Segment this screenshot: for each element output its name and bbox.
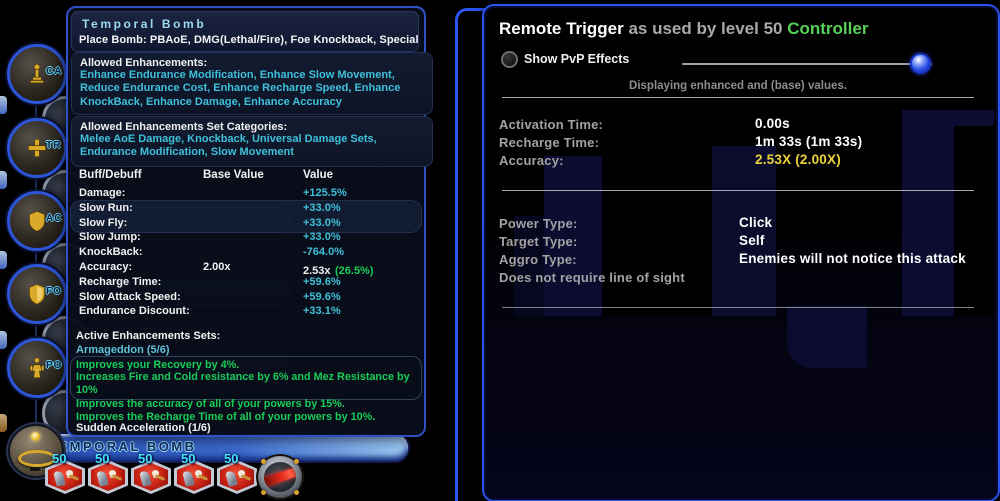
enhancement-level-slider-track[interactable]	[682, 63, 932, 65]
power-label-abbr: PO	[46, 360, 63, 371]
stat-value: 0.00s	[755, 116, 790, 131]
attr-value: Enemies will not notice this attack	[739, 251, 966, 266]
skyline-building	[712, 146, 776, 316]
attr-value: Self	[739, 233, 765, 248]
tooltip-subtitle: Place Bomb: PBAoE, DMG(Lethal/Fire), Foe…	[79, 34, 419, 46]
table-row: Damage: +125.5%	[79, 187, 347, 199]
title-suffix: as used by level 50	[628, 19, 783, 38]
enhancement-level-slider-knob[interactable]	[910, 53, 931, 74]
attr-label: Target Type:	[499, 234, 578, 249]
sudden-acceleration-glyph	[264, 465, 296, 488]
set-bonus: Improves the Recharge Time of all of you…	[76, 411, 376, 423]
col-header: Buff/Debuff	[79, 169, 142, 181]
skyline-building	[787, 306, 867, 368]
force-field-generator-icon[interactable]	[7, 264, 67, 324]
background-window-fragment	[0, 96, 7, 114]
power-tooltip: Temporal Bomb Place Bomb: PBAoE, DMG(Let…	[66, 6, 433, 437]
slot-level-badge: 50	[181, 451, 196, 466]
attr-value: Click	[739, 215, 773, 230]
attr-label: Power Type:	[499, 216, 578, 231]
selected-power-label: TEMPORAL BOMB	[48, 439, 197, 454]
col-header: Value	[303, 169, 334, 181]
stat-label: Activation Time:	[499, 117, 604, 132]
table-row: Slow Run: +33.0%	[79, 202, 341, 214]
stat-label: Recharge Time:	[499, 135, 600, 150]
power-tree-connector	[35, 60, 37, 455]
stat-label: Accuracy:	[499, 153, 564, 168]
stat-value: 1m 33s (1m 33s)	[755, 134, 863, 149]
power-label-abbr: TR	[46, 140, 62, 151]
divider-line	[502, 190, 974, 191]
divider-line	[502, 97, 974, 98]
attr-label: Aggro Type:	[499, 252, 577, 267]
set-bonus: Improves the accuracy of all of your pow…	[76, 398, 345, 410]
display-note: Displaying enhanced and (base) values.	[629, 80, 847, 92]
slot-level-badge: 50	[138, 451, 153, 466]
skyline-building	[544, 156, 604, 316]
set-categories-list: Melee AoE Damage, Knockback, Universal D…	[80, 133, 377, 159]
table-row: Slow Jump: +33.0%	[79, 231, 341, 243]
set-categories-label: Allowed Enhancements Set Categories:	[80, 121, 288, 133]
table-row: Slow Attack Speed: +59.6%	[79, 291, 341, 303]
allowed-enhancements-box: Allowed Enhancements: Enhance Endurance …	[71, 52, 433, 115]
background-window-fragment	[0, 331, 7, 349]
set-categories-box: Allowed Enhancements Set Categories: Mel…	[71, 116, 433, 167]
set-bonus: Improves your Recovery by 4%.	[76, 359, 240, 371]
table-row: KnockBack: -764.0%	[79, 246, 344, 258]
skyline-building	[514, 216, 548, 316]
skyline-building	[954, 126, 994, 316]
stat-value-accuracy: 2.53X (2.00X)	[755, 152, 841, 167]
set-bonus: Increases Fire and Cold resistance by 6%…	[76, 371, 410, 396]
table-row: Accuracy: 2.00x 2.53x (26.5%)	[79, 261, 374, 277]
background-window-fragment	[0, 251, 7, 269]
tooltip-title: Temporal Bomb	[82, 17, 207, 31]
bomb-base-glyph	[30, 467, 40, 471]
power-label-abbr: CA	[46, 66, 63, 77]
power-name: Remote Trigger	[499, 19, 624, 38]
power-info-panel: Remote Trigger as used by level 50 Contr…	[482, 4, 1000, 501]
allowed-enhancements-list: Enhance Endurance Modification, Enhance …	[80, 69, 401, 108]
poison-trap-icon[interactable]	[7, 338, 67, 398]
table-row: Slow Fly: +33.0%	[79, 217, 341, 229]
slot-level-badge: 50	[52, 451, 67, 466]
table-row-highlight	[70, 200, 422, 233]
tooltip-header: Temporal Bomb Place Bomb: PBAoE, DMG(Let…	[71, 11, 419, 52]
allowed-enhancements-label: Allowed Enhancements:	[80, 57, 208, 69]
active-sets-label: Active Enhancements Sets:	[76, 330, 221, 342]
divider-line	[502, 307, 974, 308]
background-window-fragment	[0, 414, 7, 432]
background-window-fragment	[0, 171, 7, 189]
show-pvp-radio[interactable]	[501, 51, 518, 68]
enhancement-slot-6[interactable]	[258, 456, 302, 498]
window-frame-edge	[455, 8, 488, 501]
bomb-orb-glyph	[31, 432, 40, 441]
caltrops-icon[interactable]	[7, 44, 67, 104]
line-of-sight-note: Does not require line of sight	[499, 270, 685, 285]
table-header-row: Buff/Debuff Base Value Value	[71, 169, 419, 184]
show-pvp-label: Show PvP Effects	[524, 52, 630, 66]
bomb-ring-glyph	[18, 450, 56, 467]
skyline-building	[602, 130, 706, 316]
table-row: Recharge Time: +59.6%	[79, 276, 341, 288]
slot-level-badge: 50	[95, 451, 110, 466]
power-label-abbr: FO	[46, 286, 62, 297]
skyline-spire	[706, 134, 711, 316]
set-name-sudden-acceleration: Sudden Acceleration (1/6)	[76, 422, 211, 434]
triage-beacon-icon[interactable]	[7, 118, 67, 178]
set-bonus-box	[70, 356, 422, 400]
slot-level-badge: 50	[224, 451, 239, 466]
panel-title-row: Remote Trigger as used by level 50 Contr…	[499, 19, 868, 39]
archetype-name: Controller	[787, 19, 869, 38]
power-label-abbr: AC	[46, 213, 63, 224]
table-row: Endurance Discount: +33.1%	[79, 305, 341, 317]
col-header: Base Value	[203, 169, 264, 181]
set-name-armageddon: Armageddon (5/6)	[76, 344, 170, 356]
selected-power-bar[interactable]	[30, 434, 408, 461]
acid-mortar-icon[interactable]	[7, 191, 67, 251]
